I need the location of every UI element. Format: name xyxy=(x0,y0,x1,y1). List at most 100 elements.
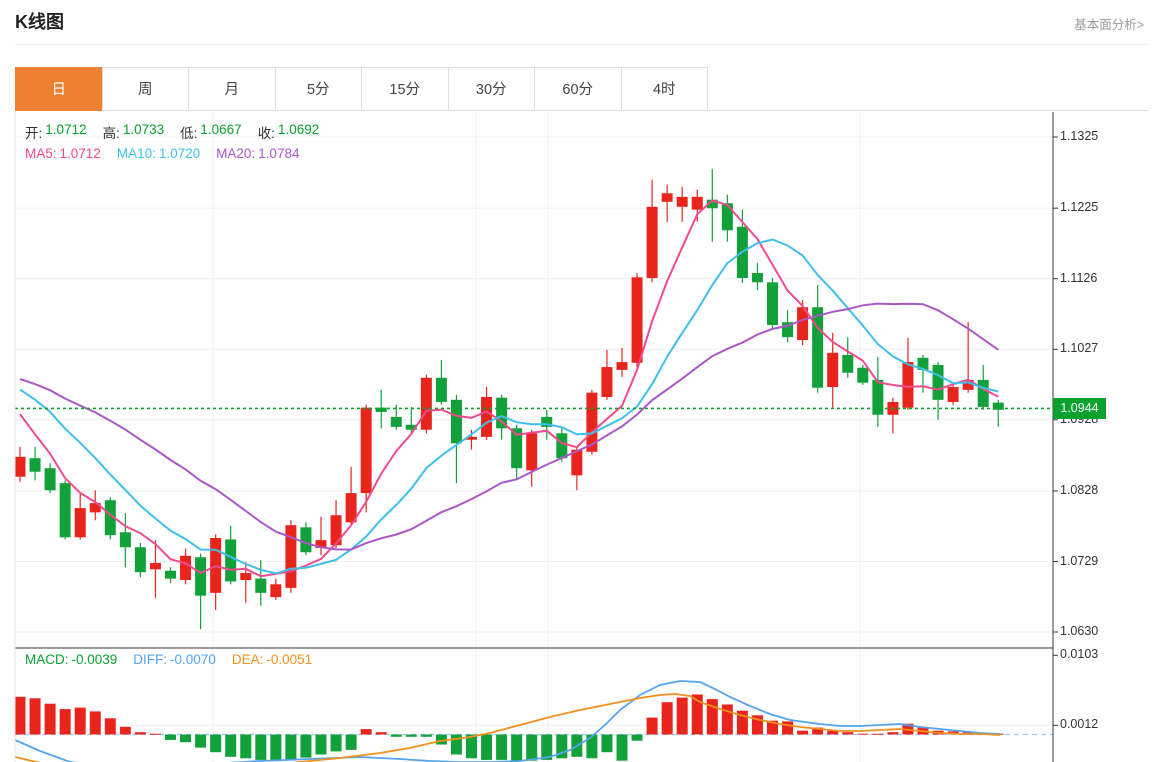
macd-bar xyxy=(89,711,101,735)
candle[interactable] xyxy=(691,189,703,222)
macd-bar xyxy=(74,707,86,735)
page-title: K线图 xyxy=(15,12,64,32)
macd-bar xyxy=(736,710,748,735)
candle[interactable] xyxy=(992,399,1004,427)
candle[interactable] xyxy=(119,513,131,568)
candle[interactable] xyxy=(345,466,357,526)
candle[interactable] xyxy=(195,553,207,630)
diff-line xyxy=(15,680,1001,762)
candle[interactable] xyxy=(721,194,733,242)
candle[interactable] xyxy=(15,446,26,482)
candle[interactable] xyxy=(496,394,508,440)
candle[interactable] xyxy=(812,285,824,393)
ohlc-legend: 开: 1.0712 高: 1.0733 低: 1.0667 收: 1.0692 xyxy=(25,122,319,142)
candle[interactable] xyxy=(947,382,959,405)
candle[interactable] xyxy=(511,424,523,481)
candle[interactable] xyxy=(405,406,417,435)
candle[interactable] xyxy=(706,169,718,242)
candle[interactable] xyxy=(902,337,914,410)
candle[interactable] xyxy=(526,429,538,487)
candles xyxy=(15,169,1004,630)
tab-period-6[interactable]: 60分 xyxy=(534,67,622,111)
tab-period-1[interactable]: 周 xyxy=(101,67,189,111)
candle[interactable] xyxy=(149,540,161,598)
candle[interactable] xyxy=(315,516,327,556)
candle[interactable] xyxy=(435,359,447,405)
candle[interactable] xyxy=(932,362,944,420)
macd-bar xyxy=(556,734,568,759)
candle[interactable] xyxy=(44,463,56,494)
candle[interactable] xyxy=(571,446,583,491)
legend-value: -0.0039 xyxy=(71,652,118,667)
candle[interactable] xyxy=(751,263,763,291)
macd-bar xyxy=(586,734,598,759)
macd-bar xyxy=(225,734,237,757)
candle[interactable] xyxy=(450,394,462,484)
macd-bar xyxy=(435,734,447,745)
candle[interactable] xyxy=(255,560,267,606)
candle[interactable] xyxy=(601,349,613,400)
candle[interactable] xyxy=(210,534,222,610)
candle[interactable] xyxy=(89,490,101,521)
candle[interactable] xyxy=(270,578,282,600)
candle[interactable] xyxy=(285,520,297,593)
legend-pair: 收: 1.0692 xyxy=(258,122,320,142)
candle[interactable] xyxy=(104,497,116,540)
candle[interactable] xyxy=(466,429,477,450)
tab-period-0[interactable]: 日 xyxy=(15,67,103,111)
legend-value: -0.0051 xyxy=(266,652,313,667)
candle[interactable] xyxy=(646,179,658,283)
candle[interactable] xyxy=(556,428,568,462)
candle[interactable] xyxy=(872,357,884,427)
legend-value: 1.0784 xyxy=(258,146,300,161)
tab-period-5[interactable]: 30分 xyxy=(447,67,535,111)
macd-bar xyxy=(857,733,869,735)
candle[interactable] xyxy=(29,446,41,481)
fundamental-analysis-link[interactable]: 基本面分析> xyxy=(1074,18,1144,32)
tab-period-2[interactable]: 月 xyxy=(188,67,276,111)
candle[interactable] xyxy=(134,542,146,578)
candle[interactable] xyxy=(962,322,974,393)
candle[interactable] xyxy=(74,493,86,540)
candle[interactable] xyxy=(390,404,402,430)
candle[interactable] xyxy=(842,337,854,378)
legend-pair: MA5: 1.0712 xyxy=(25,146,101,161)
candle[interactable] xyxy=(165,567,176,583)
axis-tick-label: 1.1225 xyxy=(1060,200,1099,215)
macd-bar xyxy=(315,734,327,755)
candle[interactable] xyxy=(631,273,643,368)
macd-bar xyxy=(59,709,71,735)
dea-line xyxy=(15,693,1001,762)
candle[interactable] xyxy=(857,364,869,385)
candle[interactable] xyxy=(616,347,628,378)
macd-bar xyxy=(767,720,778,735)
candle[interactable] xyxy=(330,500,342,548)
ma5-line xyxy=(19,199,999,578)
tab-period-3[interactable]: 5分 xyxy=(274,67,362,111)
macd-bar xyxy=(180,734,192,743)
candle[interactable] xyxy=(360,404,372,513)
legend-value: 1.0692 xyxy=(277,122,320,137)
candle[interactable] xyxy=(420,374,432,434)
legend-value: -0.0070 xyxy=(170,652,216,667)
candle[interactable] xyxy=(180,548,192,585)
macd-bar xyxy=(842,732,854,735)
macd-bar xyxy=(601,734,613,753)
candle[interactable] xyxy=(481,387,493,440)
candle[interactable] xyxy=(767,278,778,328)
macd-bar xyxy=(481,734,493,760)
legend-label: MA10: xyxy=(116,146,156,161)
tab-period-7[interactable]: 4时 xyxy=(620,67,708,111)
candle[interactable] xyxy=(887,397,899,434)
candle[interactable] xyxy=(676,186,688,222)
current-price-badge: 1.0944 xyxy=(1053,398,1106,420)
macd-bar xyxy=(496,734,508,760)
candle[interactable] xyxy=(827,332,839,408)
macd-bar xyxy=(616,734,628,761)
candle[interactable] xyxy=(225,525,237,585)
macd-bar xyxy=(29,698,41,735)
tab-period-4[interactable]: 15分 xyxy=(361,67,449,111)
candle[interactable] xyxy=(59,480,71,540)
candle[interactable] xyxy=(661,184,673,222)
candle[interactable] xyxy=(300,522,312,556)
